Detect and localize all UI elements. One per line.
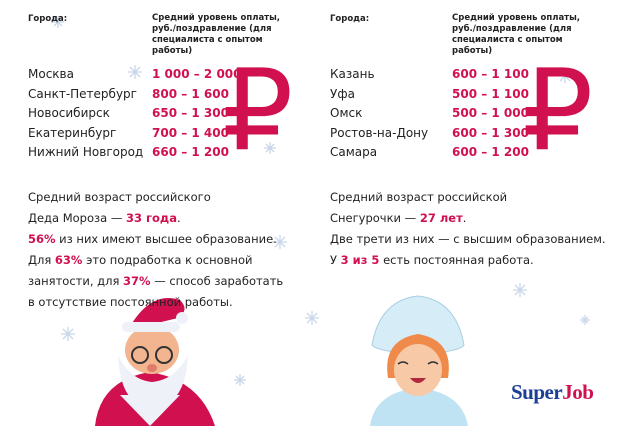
- logo: SuperJob: [511, 380, 594, 405]
- pay-header: Средний уровень оплаты, руб./поздравлени…: [152, 13, 281, 56]
- text-line: Для 63% это подработка к основной: [28, 253, 252, 267]
- pay-range: 600 – 1 200: [452, 145, 529, 159]
- pay-range: 600 – 1 100: [452, 67, 529, 81]
- pay-range: 500 – 1 000: [452, 106, 529, 120]
- text: Две трети из них — с высшим образованием…: [330, 232, 606, 246]
- text: в отсутствие постоянной работы.: [28, 295, 233, 309]
- text-line: занятости, для 37% — способ заработать: [28, 274, 283, 288]
- text-line: У 3 из 5 есть постоянная работа.: [330, 253, 534, 267]
- text: из них имеют высшее образование.: [55, 232, 277, 246]
- city-name: Уфа: [330, 86, 355, 101]
- pay-range: 660 – 1 200: [152, 145, 229, 159]
- city-name: Казань: [330, 67, 375, 81]
- city-name: Самара: [330, 145, 378, 159]
- text: .: [462, 211, 467, 225]
- text-line: 56% из них имеют высшее образование.: [28, 232, 277, 246]
- accent-text: 37%: [123, 274, 151, 288]
- text-line: Две трети из них — с высшим образованием…: [330, 232, 606, 246]
- accent-text: 63%: [54, 253, 83, 267]
- text: Снегурочки —: [330, 211, 420, 225]
- pay-header: Средний уровень оплаты, руб./поздравлени…: [452, 13, 581, 56]
- text: занятости, для: [28, 274, 124, 288]
- text-line: Деда Мороза — 33 года.: [28, 211, 181, 225]
- accent-text: 27 лет: [419, 211, 463, 225]
- text: Средний возраст российской: [330, 190, 508, 204]
- text-line: Снегурочки — 27 лет.: [330, 211, 466, 225]
- city-name: Омск: [330, 106, 363, 120]
- pay-range: 1 000 – 2 000: [152, 67, 242, 81]
- text: это подработка к основной: [82, 253, 253, 267]
- santa: [95, 298, 215, 426]
- text: Деда Мороза —: [28, 211, 126, 225]
- currency-sign: ₽: [522, 46, 594, 176]
- text-line: Средний возраст российской: [330, 190, 507, 204]
- text: Средний возраст российского: [28, 190, 211, 204]
- city-name: Москва: [28, 67, 74, 81]
- pay-range: 600 – 1 300: [452, 125, 529, 140]
- city-header: Города:: [28, 14, 68, 24]
- pay-range: 500 – 1 100: [452, 86, 529, 101]
- pay-range: 650 – 1 300: [152, 106, 229, 120]
- city-name: Нижний Новгород: [28, 145, 144, 159]
- accent-text: 33 года: [125, 211, 177, 225]
- city-name: Санкт-Петербург: [28, 86, 137, 101]
- snowflakes: [52, 16, 590, 386]
- text: У: [330, 253, 341, 267]
- city-name: Новосибирск: [28, 106, 110, 120]
- text: .: [176, 211, 181, 225]
- text-line: в отсутствие постоянной работы.: [28, 295, 233, 309]
- city-name: Екатеринбург: [28, 125, 117, 140]
- city-name: Ростов-на-Дону: [330, 125, 429, 140]
- text-line: Средний возраст российского: [28, 190, 211, 204]
- snow-maiden: [370, 295, 468, 426]
- logo-super: Super: [511, 380, 563, 404]
- text: есть постоянная работа.: [379, 253, 534, 267]
- pay-range: 800 – 1 600: [152, 86, 229, 101]
- pay-range: 700 – 1 400: [152, 125, 229, 140]
- logo-job: Job: [562, 380, 594, 404]
- accent-text: 56%: [28, 232, 56, 246]
- accent-text: 3 из 5: [340, 253, 380, 267]
- text: Для: [28, 253, 55, 267]
- currency-sign: ₽: [222, 46, 294, 176]
- city-header: Города:: [330, 14, 370, 24]
- text: — способ заработать: [150, 274, 284, 288]
